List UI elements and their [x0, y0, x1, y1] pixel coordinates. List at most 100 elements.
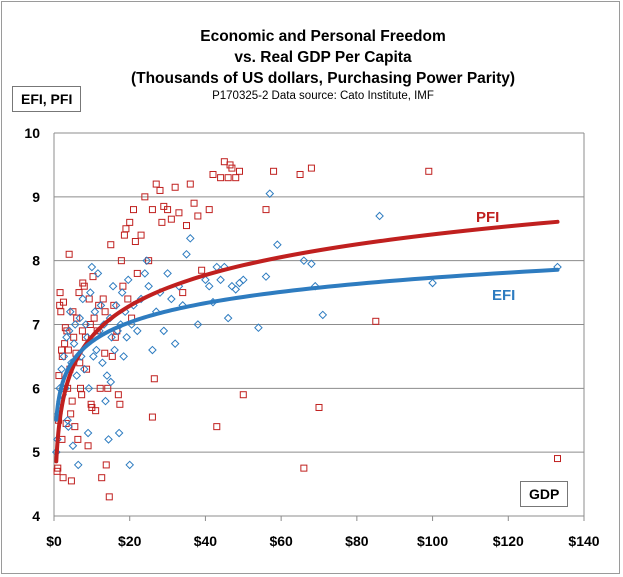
efi-point	[254, 323, 263, 332]
pfi-point	[156, 186, 164, 194]
pfi-point	[116, 400, 124, 408]
pfi-point	[158, 218, 166, 226]
efi-point	[64, 422, 73, 431]
pfi-point	[102, 461, 110, 469]
pfi-point	[83, 365, 91, 373]
pfi-point	[92, 407, 100, 415]
pfi-point	[90, 314, 98, 322]
pfi-point	[55, 372, 63, 380]
pfi-point	[148, 413, 156, 421]
pfi-point	[124, 295, 132, 303]
pfi-point	[87, 400, 95, 408]
pfi-point	[228, 164, 236, 172]
pfi-point	[145, 257, 153, 265]
efi-point	[59, 352, 69, 361]
efi-point	[204, 281, 214, 291]
pfi-point	[141, 193, 149, 201]
pfi-point	[56, 289, 64, 297]
efi-point	[223, 313, 233, 323]
efi-point	[84, 384, 94, 393]
efi-point	[86, 288, 95, 297]
pfi-point	[80, 282, 88, 290]
efi-point	[375, 211, 384, 221]
chart-title-block: Economic and Personal Freedom vs. Real G…	[108, 26, 538, 104]
pfi-point	[105, 493, 113, 501]
pfi-point	[262, 206, 270, 214]
pfi-point	[61, 340, 69, 348]
pfi-point	[69, 308, 77, 316]
efi-point	[90, 307, 100, 317]
pfi-point	[114, 391, 122, 399]
pfi-point	[213, 423, 221, 431]
pfi-point	[119, 282, 127, 290]
pfi-point	[64, 346, 72, 354]
pfi-point	[73, 314, 81, 322]
pfi-point	[71, 423, 79, 431]
efi-point	[83, 428, 93, 438]
y-tick-label: 6	[32, 380, 40, 396]
x-tick-label: $60	[269, 533, 293, 549]
efi-point	[235, 278, 244, 288]
efi-point	[122, 332, 131, 342]
efi-point	[231, 285, 241, 294]
pfi-point	[186, 180, 194, 188]
efi-point	[299, 256, 309, 265]
efi-point	[318, 310, 328, 320]
pfi-point	[89, 273, 97, 281]
efi-point	[98, 358, 107, 368]
efi-point	[201, 275, 210, 285]
efi-point	[92, 345, 101, 355]
y-tick-label: 5	[32, 444, 40, 460]
pfi-point	[57, 308, 65, 316]
pfi-point	[86, 321, 94, 328]
pfi-point	[133, 269, 141, 277]
pfi-point	[65, 250, 73, 258]
y-axis-label: EFI, PFI	[12, 86, 82, 112]
efi-point	[75, 313, 85, 323]
efi-series-label: EFI	[492, 287, 515, 304]
efi-point	[104, 435, 113, 444]
pfi-point	[179, 289, 187, 297]
pfi-point	[104, 384, 112, 392]
pfi-point	[95, 301, 103, 309]
efi-point	[70, 320, 80, 329]
pfi-point	[315, 403, 323, 411]
x-tick-label: $40	[194, 533, 218, 549]
y-tick-label: 8	[32, 253, 40, 269]
pfi-point	[67, 477, 75, 485]
pfi-point	[122, 225, 130, 233]
pfi-point	[137, 231, 145, 239]
pfi-point	[152, 180, 160, 188]
y-tick-label: 10	[24, 125, 40, 141]
efi-point	[273, 240, 282, 250]
pfi-point	[220, 158, 228, 166]
efi-point	[114, 428, 124, 438]
pfi-point	[101, 349, 109, 357]
efi-point	[117, 288, 127, 297]
efi-point	[142, 256, 152, 265]
efi-point	[140, 269, 150, 278]
pfi-point	[59, 298, 67, 306]
efi-point	[238, 275, 248, 285]
pfi-point	[224, 174, 232, 182]
efi-point	[193, 320, 203, 329]
efi-point	[261, 272, 271, 281]
pfi-point	[93, 327, 101, 335]
pfi-trend-line	[54, 219, 560, 464]
efi-point	[216, 275, 225, 285]
pfi-point	[198, 266, 206, 274]
chart-title-line-3: (Thousands of US dollars, Purchasing Pow…	[130, 70, 516, 87]
efi-point	[72, 371, 82, 380]
pfi-point	[171, 183, 179, 191]
pfi-point	[54, 464, 62, 472]
pfi-series-label: PFI	[476, 209, 499, 226]
x-tick-label: $120	[493, 533, 524, 549]
efi-point	[62, 332, 71, 342]
pfi-point	[126, 218, 134, 226]
efi-point	[428, 278, 437, 288]
pfi-point	[68, 397, 76, 405]
pfi-point	[205, 206, 213, 214]
efi-point	[123, 275, 133, 285]
y-tick-label: 7	[32, 317, 40, 333]
pfi-point	[70, 333, 78, 341]
